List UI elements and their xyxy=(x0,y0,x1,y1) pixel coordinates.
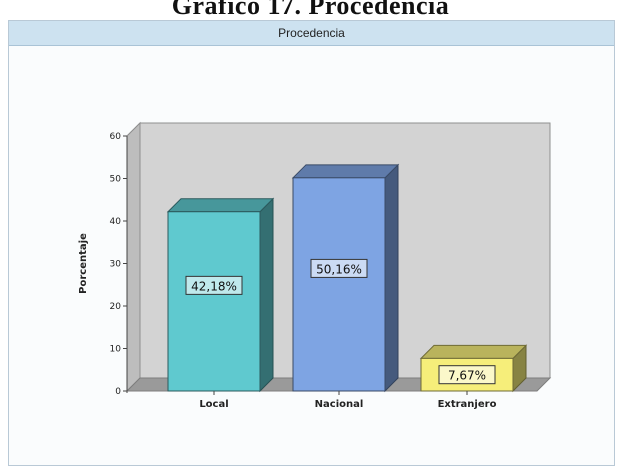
bar-side xyxy=(384,163,399,393)
bar-side xyxy=(259,197,274,393)
plot-side-wall xyxy=(126,121,141,393)
y-tick-label: 20 xyxy=(110,302,122,312)
y-tick-label: 10 xyxy=(110,345,122,355)
x-category-label: Local xyxy=(199,399,228,410)
window-title: Procedencia xyxy=(9,21,614,46)
data-label: 50,16% xyxy=(316,262,362,276)
data-label: 42,18% xyxy=(191,279,237,293)
bar-top xyxy=(291,164,400,179)
y-tick-label: 60 xyxy=(110,132,122,142)
bar-top xyxy=(419,344,528,359)
chart-area: 0 10 20 30 40 50 60 Porcentaje 42,18% Local 50,16%… xyxy=(9,46,614,465)
y-axis-label: Porcentaje xyxy=(78,233,89,294)
document-heading: Gráfico 17. Procedencia xyxy=(171,0,450,20)
y-tick-label: 30 xyxy=(110,260,122,270)
y-tick-label: 50 xyxy=(110,175,122,185)
x-category-label: Extranjero xyxy=(438,399,497,410)
bar xyxy=(292,177,386,392)
data-label-box xyxy=(185,275,243,295)
x-category-label: Nacional xyxy=(315,399,364,410)
data-label-box xyxy=(438,365,496,385)
chart-window: Procedencia 0 10 20 30 40 50 60 Porcentaje 42,18… xyxy=(8,20,615,466)
y-tick-label: 40 xyxy=(110,217,122,227)
y-tick-label: 0 xyxy=(115,387,121,397)
data-label-box xyxy=(310,258,368,278)
bar-chart: 0 10 20 30 40 50 60 Porcentaje 42,18% Local 50,16%… xyxy=(78,121,552,410)
bar-top xyxy=(166,198,275,213)
data-label: 7,67% xyxy=(448,369,486,383)
bar xyxy=(167,211,261,392)
